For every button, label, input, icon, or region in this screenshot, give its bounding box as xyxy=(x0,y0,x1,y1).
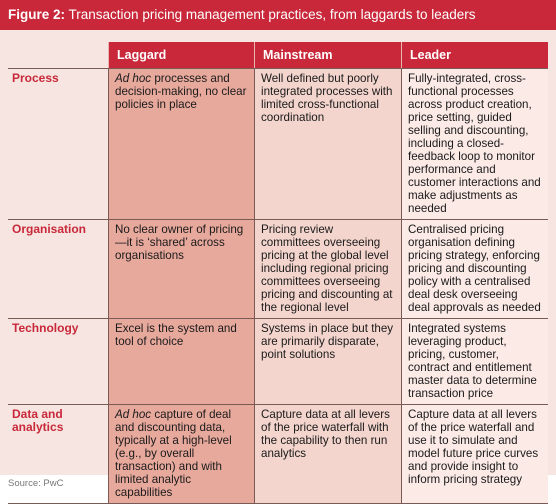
figure-title: Transaction pricing management practices… xyxy=(68,7,476,22)
figure-title-bar: Figure 2: Transaction pricing management… xyxy=(0,0,556,30)
column-header-mainstream: Mainstream xyxy=(254,42,401,68)
row-header-organisation: Organisation xyxy=(8,219,108,318)
cell-leader: Fully-integrated, cross-functional proce… xyxy=(401,68,548,219)
cell-emphasis: Ad hoc xyxy=(115,408,152,421)
cell-mainstream: Systems in place but they are primarily … xyxy=(254,318,401,404)
cell-text: capture of deal and discounting data, ty… xyxy=(115,408,232,499)
row-header-data-analytics: Data and analytics xyxy=(8,404,108,504)
cell-mainstream: Well defined but poorly integrated proce… xyxy=(254,68,401,219)
table-row: Organisation No clear owner of pricing—i… xyxy=(8,219,548,318)
cell-text: Excel is the system and tool of choice xyxy=(115,322,237,348)
figure-label: Figure 2: xyxy=(8,7,66,22)
cell-laggard: Excel is the system and tool of choice xyxy=(108,318,254,404)
cell-laggard: No clear owner of pricing—it is ‘shared’… xyxy=(108,219,254,318)
cell-leader: Capture data at all levers of the price … xyxy=(401,404,548,504)
column-header-leader: Leader xyxy=(401,42,548,68)
table-row: Data and analytics Ad hoc capture of dea… xyxy=(8,404,548,504)
table-row: Process Ad hoc processes and decision-ma… xyxy=(8,68,548,219)
cell-mainstream: Capture data at all levers of the price … xyxy=(254,404,401,504)
cell-text: No clear owner of pricing—it is ‘shared’… xyxy=(115,223,244,262)
row-header-technology: Technology xyxy=(8,318,108,404)
cell-leader: Centralised pricing organisation definin… xyxy=(401,219,548,318)
table-header-row: Laggard Mainstream Leader xyxy=(8,42,548,68)
corner-cell xyxy=(8,42,108,68)
row-header-process: Process xyxy=(8,68,108,219)
cell-leader: Integrated systems leveraging product, p… xyxy=(401,318,548,404)
cell-laggard: Ad hoc processes and decision-making, no… xyxy=(108,68,254,219)
cell-text: processes and decision-making, no clear … xyxy=(115,72,247,111)
column-header-laggard: Laggard xyxy=(108,42,254,68)
table-row: Technology Excel is the system and tool … xyxy=(8,318,548,404)
cell-laggard: Ad hoc capture of deal and discounting d… xyxy=(108,404,254,504)
table-container: Laggard Mainstream Leader Process Ad hoc… xyxy=(0,30,556,504)
practices-table: Laggard Mainstream Leader Process Ad hoc… xyxy=(8,42,548,504)
source-note: Source: PwC xyxy=(8,478,64,489)
cell-emphasis: Ad hoc xyxy=(115,72,152,85)
cell-mainstream: Pricing review committees overseeing pri… xyxy=(254,219,401,318)
